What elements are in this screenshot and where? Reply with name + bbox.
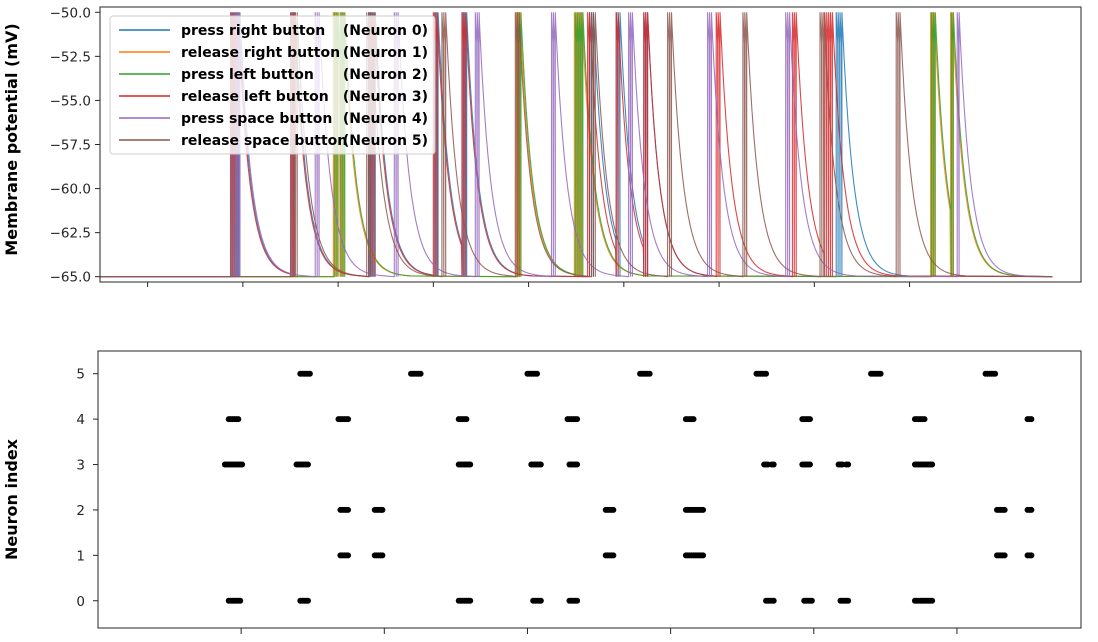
legend-label: release right button (181, 45, 340, 61)
legend-neuron: (Neuron 2) (343, 67, 428, 83)
legend-label: press space button (181, 111, 332, 127)
bottom-y-axis-label: Neuron index (2, 438, 21, 560)
raster-point-neuron-4 (235, 416, 242, 423)
raster-point-neuron-4 (1028, 416, 1035, 423)
top-y-tick-label: −52.5 (50, 49, 91, 65)
raster-point-neuron-1 (610, 552, 617, 559)
legend: press right button (Neuron 0)release righ… (109, 15, 436, 155)
top-y-tick-label: −50.0 (50, 5, 91, 21)
bottom-y-tick-label: 0 (76, 594, 85, 610)
legend-label: release left button (181, 89, 329, 105)
top-y-tick-label: −60.0 (50, 182, 91, 198)
bottom-y-tick-label: 3 (76, 458, 85, 474)
raster-point-neuron-0 (929, 597, 936, 604)
raster-point-neuron-2 (1001, 506, 1008, 513)
raster-point-neuron-1 (379, 552, 386, 559)
bottom-y-tick-label: 1 (76, 548, 85, 564)
raster-point-neuron-4 (574, 416, 581, 423)
legend-neuron: (Neuron 0) (343, 23, 428, 39)
bottom-x-ticks (240, 628, 958, 634)
series-line-neuron-5 (100, 12, 1053, 278)
legend-neuron: (Neuron 5) (343, 133, 428, 149)
raster-point-neuron-5 (306, 370, 313, 377)
raster-point-neuron-2 (700, 506, 707, 513)
raster-point-neuron-3 (537, 461, 544, 468)
top-plot-frame (99, 6, 1082, 283)
raster-point-neuron-4 (345, 416, 352, 423)
raster-point-neuron-1 (1028, 552, 1035, 559)
raster-point-neuron-3 (467, 461, 474, 468)
raster-point-neuron-3 (929, 461, 936, 468)
raster-point-neuron-0 (770, 597, 777, 604)
raster-point-neuron-0 (845, 597, 852, 604)
raster-point-neuron-4 (463, 416, 470, 423)
raster-point-neuron-0 (237, 597, 244, 604)
raster-point-neuron-0 (808, 597, 815, 604)
raster-point-neuron-3 (806, 461, 813, 468)
bottom-plot-frame (97, 350, 1082, 629)
raster-point-neuron-0 (304, 597, 311, 604)
raster-point-neuron-3 (239, 461, 246, 468)
top-series-group (100, 12, 1053, 278)
raster-point-neuron-0 (574, 597, 581, 604)
raster-point-neuron-4 (690, 416, 697, 423)
raster-point-neuron-2 (379, 506, 386, 513)
top-y-tick-label: −65.0 (50, 270, 91, 286)
bottom-y-tick-label: 2 (76, 503, 85, 519)
bottom-y-tick-label: 5 (76, 367, 85, 383)
raster-point-neuron-1 (345, 552, 352, 559)
raster-point-neuron-5 (877, 370, 884, 377)
top-y-tick-label: −57.5 (50, 138, 91, 154)
legend-label: release space button (181, 133, 347, 149)
raster-point-neuron-5 (763, 370, 770, 377)
top-y-ticks: −50.0 −52.5 −55.0 −57.5 −60.0 −62.5 −65.0 (50, 5, 100, 286)
raster-point-neuron-3 (574, 461, 581, 468)
raster-point-neuron-5 (992, 370, 999, 377)
bottom-y-ticks: 0 1 2 3 4 5 (76, 367, 98, 610)
raster-point-neuron-5 (534, 370, 541, 377)
raster-point-neuron-1 (1001, 552, 1008, 559)
membrane-potential-chart: −50.0 −52.5 −55.0 −57.5 −60.0 −62.5 −65.0 Memb… (2, 5, 1082, 287)
bottom-y-tick-label: 4 (76, 412, 85, 428)
raster-point-neuron-5 (417, 370, 424, 377)
series-line-neuron-4 (100, 12, 1053, 278)
bottom-points-group (221, 370, 1035, 604)
neuron-raster-chart: 0 1 2 3 4 5 Neuron index (2, 350, 1082, 634)
raster-point-neuron-4 (921, 416, 928, 423)
top-y-tick-label: −55.0 (50, 93, 91, 109)
raster-point-neuron-0 (467, 597, 474, 604)
series-line-neuron-2 (100, 12, 1053, 278)
raster-point-neuron-2 (1028, 506, 1035, 513)
raster-point-neuron-2 (610, 506, 617, 513)
raster-point-neuron-3 (770, 461, 777, 468)
raster-point-neuron-3 (304, 461, 311, 468)
top-y-tick-label: −62.5 (50, 226, 91, 242)
raster-point-neuron-2 (345, 506, 352, 513)
raster-point-neuron-0 (537, 597, 544, 604)
legend-neuron: (Neuron 3) (343, 89, 428, 105)
raster-point-neuron-4 (806, 416, 813, 423)
raster-point-neuron-3 (845, 461, 852, 468)
raster-point-neuron-1 (700, 552, 707, 559)
legend-neuron: (Neuron 1) (343, 45, 428, 61)
legend-label: press right button (181, 23, 325, 39)
legend-label: press left button (181, 67, 314, 83)
top-x-ticks (147, 282, 911, 287)
top-y-axis-label: Membrane potential (mV) (2, 23, 21, 255)
series-line-neuron-3 (100, 12, 1053, 278)
legend-neuron: (Neuron 4) (343, 111, 428, 127)
legend-box (109, 15, 436, 155)
raster-point-neuron-5 (646, 370, 653, 377)
